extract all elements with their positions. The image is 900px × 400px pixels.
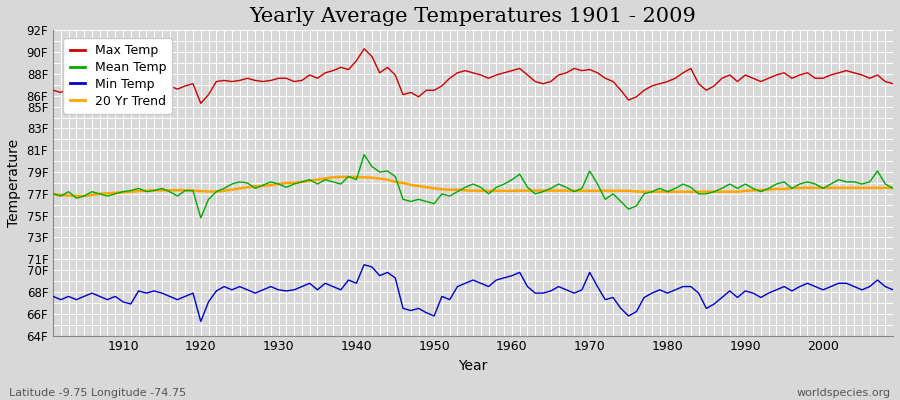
Legend: Max Temp, Mean Temp, Min Temp, 20 Yr Trend: Max Temp, Mean Temp, Min Temp, 20 Yr Tre… [63, 38, 173, 114]
Text: worldspecies.org: worldspecies.org [796, 388, 891, 398]
Text: Latitude -9.75 Longitude -74.75: Latitude -9.75 Longitude -74.75 [9, 388, 186, 398]
Title: Yearly Average Temperatures 1901 - 2009: Yearly Average Temperatures 1901 - 2009 [249, 7, 697, 26]
Y-axis label: Temperature: Temperature [7, 139, 21, 227]
X-axis label: Year: Year [458, 359, 488, 373]
